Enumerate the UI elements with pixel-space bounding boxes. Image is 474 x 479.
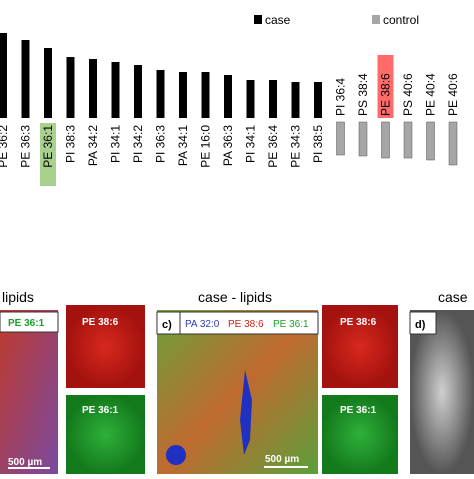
x-tick-label: PI 36:4 <box>334 78 348 116</box>
x-tick-label: PE 34:3 <box>289 125 303 168</box>
image <box>322 305 398 388</box>
label-box <box>156 311 319 335</box>
bar <box>134 65 142 118</box>
legend-label: control <box>383 13 419 27</box>
image-label: PE 36:1 <box>8 318 45 329</box>
image <box>322 395 398 474</box>
image <box>66 395 145 474</box>
bar <box>246 80 255 118</box>
bar <box>314 82 322 118</box>
bar <box>426 121 435 161</box>
panel-tag: d) <box>415 319 426 331</box>
image <box>410 310 474 474</box>
legend-label: case <box>265 13 291 27</box>
bar <box>179 72 187 118</box>
x-tick-label: PI 34:1 <box>109 125 123 163</box>
image-label: PE 36:1 <box>340 405 377 416</box>
x-tick-label: PE 38:6 <box>379 73 393 116</box>
x-tick-label: PE 36:4 <box>266 125 280 168</box>
legend-swatch <box>254 15 262 24</box>
scale-label: 500 µm <box>265 454 299 465</box>
image <box>66 305 145 388</box>
bar <box>111 62 120 118</box>
bar <box>403 121 413 159</box>
bar <box>269 80 277 118</box>
bar <box>44 48 52 118</box>
bar <box>21 40 30 118</box>
image-label: PE 38:6 <box>82 317 119 328</box>
scale-label: 500 µm <box>8 457 42 468</box>
image-feature <box>166 445 186 465</box>
bar <box>381 121 390 159</box>
x-tick-label: PS 40:6 <box>401 73 415 116</box>
bar <box>89 59 97 118</box>
bar <box>66 57 75 118</box>
bar <box>448 121 458 166</box>
x-tick-label: PA 34:1 <box>176 125 190 166</box>
image-label: PE 38:6 <box>228 319 264 330</box>
panel-title: lipids <box>2 289 34 305</box>
x-tick-label: PA 34:2 <box>86 125 100 166</box>
x-tick-label: PS 38:4 <box>356 73 370 116</box>
x-tick-label: PI 34:1 <box>244 125 258 163</box>
x-tick-label: PI 34:2 <box>131 125 145 163</box>
panel-tag: c) <box>162 319 172 331</box>
x-tick-label: PE 36:1 <box>41 125 55 168</box>
bar <box>0 33 7 118</box>
x-tick-label: PE 40:6 <box>446 73 460 116</box>
x-tick-label: PE 36:3 <box>19 125 33 168</box>
image-label: PE 36:1 <box>82 405 119 416</box>
image <box>157 310 318 474</box>
label-box <box>0 311 59 333</box>
bar <box>224 75 232 118</box>
bar-chart: case control PE 36:2 PE 36:3 PE 36:1 PI 38:3 P… <box>0 13 460 186</box>
label-highlight <box>40 123 56 186</box>
x-tick-label: PE 16:0 <box>199 125 213 168</box>
bar <box>336 121 345 156</box>
bar <box>358 121 368 157</box>
x-tick-label: PA 36:3 <box>221 125 235 166</box>
x-tick-label: PI 38:5 <box>311 125 325 163</box>
image-label: PE 38:6 <box>340 317 377 328</box>
x-tick-label: PI 38:3 <box>64 125 78 163</box>
image <box>0 310 58 474</box>
label-box <box>409 311 437 335</box>
legend-swatch <box>372 15 380 24</box>
image-label: PA 32:0 <box>185 319 220 330</box>
bar <box>156 70 165 118</box>
label-highlight <box>377 55 394 118</box>
panel-title: case <box>438 289 468 305</box>
x-tick-label: PE 36:2 <box>0 125 10 168</box>
image-feature <box>240 370 252 455</box>
panel-title: case - lipids <box>198 289 272 305</box>
x-tick-label: PE 40:4 <box>424 73 438 116</box>
x-tick-label: PI 36:3 <box>154 125 168 163</box>
image-label: PE 36:1 <box>273 319 309 330</box>
bar <box>291 82 300 118</box>
bar <box>201 72 210 118</box>
